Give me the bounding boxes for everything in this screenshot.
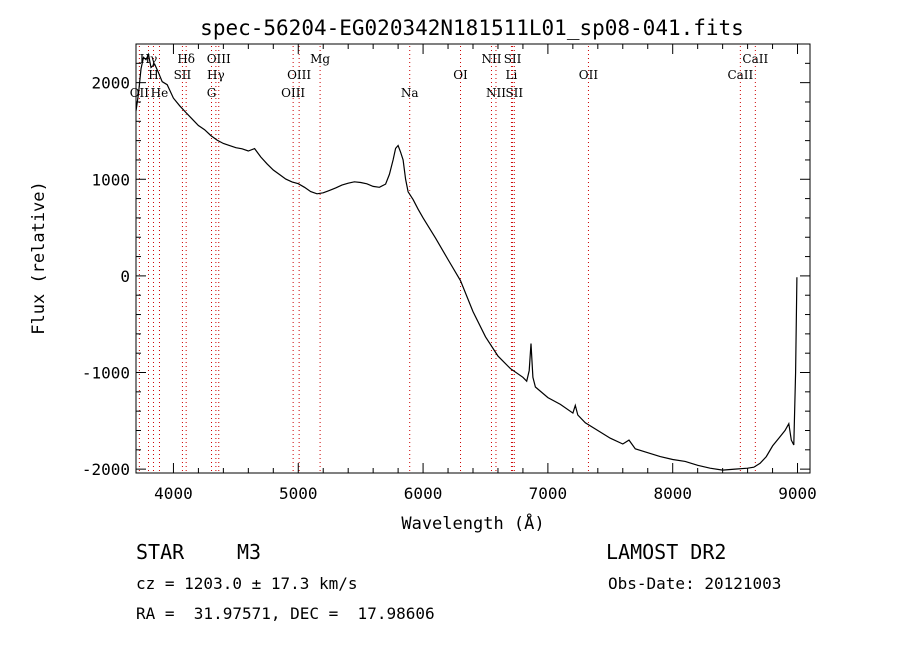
spectral-line-label: SII <box>505 86 523 100</box>
object-class: STAR <box>136 540 185 564</box>
spectral-line-label: Li <box>506 68 518 82</box>
spectral-line-label: He <box>151 86 169 100</box>
spectral-line-label: OI <box>453 68 468 82</box>
spectral-line-label: H <box>148 68 158 82</box>
x-tick-label: 5000 <box>279 484 318 503</box>
observation-date: Obs-Date: 20121003 <box>608 574 782 593</box>
spectral-line-label: SII <box>174 68 192 82</box>
spectral-line-label: Mg <box>310 52 330 66</box>
spectral-line-label: OII <box>579 68 599 82</box>
spectral-line-label: NII <box>481 52 501 66</box>
spectral-line-label: OIII <box>281 86 305 100</box>
x-tick-label: 9000 <box>778 484 817 503</box>
spectral-line-markers <box>138 46 756 471</box>
x-tick-label: 7000 <box>529 484 568 503</box>
spectral-line-label: NII <box>486 86 506 100</box>
spectral-line-label: OIII <box>207 52 231 66</box>
chart-title: spec-56204-EG020342N181511L01_sp08-041.f… <box>200 16 744 40</box>
y-tick-label: 2000 <box>91 74 130 93</box>
survey-name: LAMOST DR2 <box>606 540 727 564</box>
coordinates: RA = 31.97571, DEC = 17.98606 <box>136 604 435 623</box>
spectral-line-label: Hδ <box>177 52 195 66</box>
y-axis-label: Flux (relative) <box>29 181 49 335</box>
redshift-velocity: cz = 1203.0 ± 17.3 km/s <box>136 574 358 593</box>
y-tick-label: -2000 <box>82 460 130 479</box>
spectral-line-label: OII <box>130 86 150 100</box>
y-tick-label: -1000 <box>82 364 130 383</box>
spectral-line-label: Hγ <box>140 52 158 66</box>
x-tick-label: 8000 <box>653 484 692 503</box>
y-tick-label: 0 <box>120 267 130 286</box>
spectral-line-label: G <box>207 86 217 100</box>
plot-frame <box>135 43 811 474</box>
spectral-line-label: Hγ <box>207 68 225 82</box>
spectral-line-label: CaII <box>727 68 753 82</box>
spectrum-series-line <box>135 52 798 471</box>
spectral-line-label: SII <box>504 52 522 66</box>
spectral-line-label: CaII <box>742 52 768 66</box>
spectral-line-label: Na <box>401 86 419 100</box>
x-axis-label: Wavelength (Å) <box>401 512 544 534</box>
x-tick-label: 6000 <box>404 484 443 503</box>
y-tick-label: 1000 <box>91 170 130 189</box>
x-axis: 4000 5000 6000 7000 8000 9000 <box>154 44 817 503</box>
x-tick-label: 4000 <box>154 484 193 503</box>
y-axis: -2000 -1000 0 1000 2000 <box>82 43 810 479</box>
object-subclass: M3 <box>237 540 262 564</box>
spectral-line-label: OIII <box>287 68 311 82</box>
